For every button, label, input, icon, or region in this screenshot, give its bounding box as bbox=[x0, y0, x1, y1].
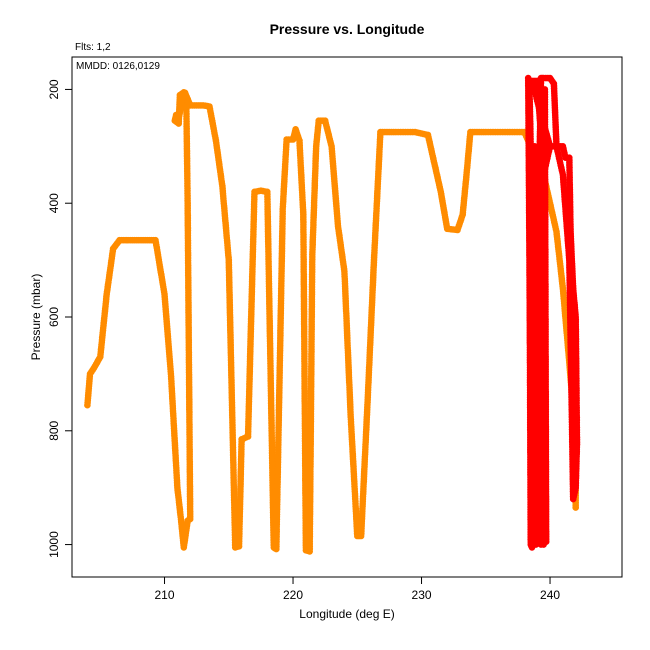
dates-annotation: MMDD: 0126,0129 bbox=[76, 61, 160, 72]
flights-annotation: Flts: 1,2 bbox=[75, 42, 111, 53]
x-tick-label: 230 bbox=[412, 588, 432, 602]
y-tick-label: 200 bbox=[47, 79, 61, 99]
data-point bbox=[572, 504, 579, 511]
chart-title: Pressure vs. Longitude bbox=[270, 21, 425, 37]
series-2 bbox=[524, 74, 581, 551]
x-tick-label: 220 bbox=[283, 588, 303, 602]
series-1 bbox=[84, 89, 579, 555]
y-tick-label: 600 bbox=[47, 307, 61, 327]
x-tick-label: 240 bbox=[540, 588, 560, 602]
y-axis-label: Pressure (mbar) bbox=[29, 274, 43, 361]
x-tick-label: 210 bbox=[155, 588, 175, 602]
y-tick-label: 800 bbox=[47, 420, 61, 440]
y-tick-label: 400 bbox=[47, 193, 61, 213]
data-point bbox=[530, 80, 537, 87]
y-tick-label: 1000 bbox=[47, 531, 61, 558]
y-axis: 200 400 600 800 1000 bbox=[47, 79, 73, 558]
data-layer bbox=[84, 74, 581, 555]
x-axis-label: Longitude (deg E) bbox=[299, 607, 394, 621]
x-axis: 210 220 230 240 bbox=[155, 576, 560, 602]
